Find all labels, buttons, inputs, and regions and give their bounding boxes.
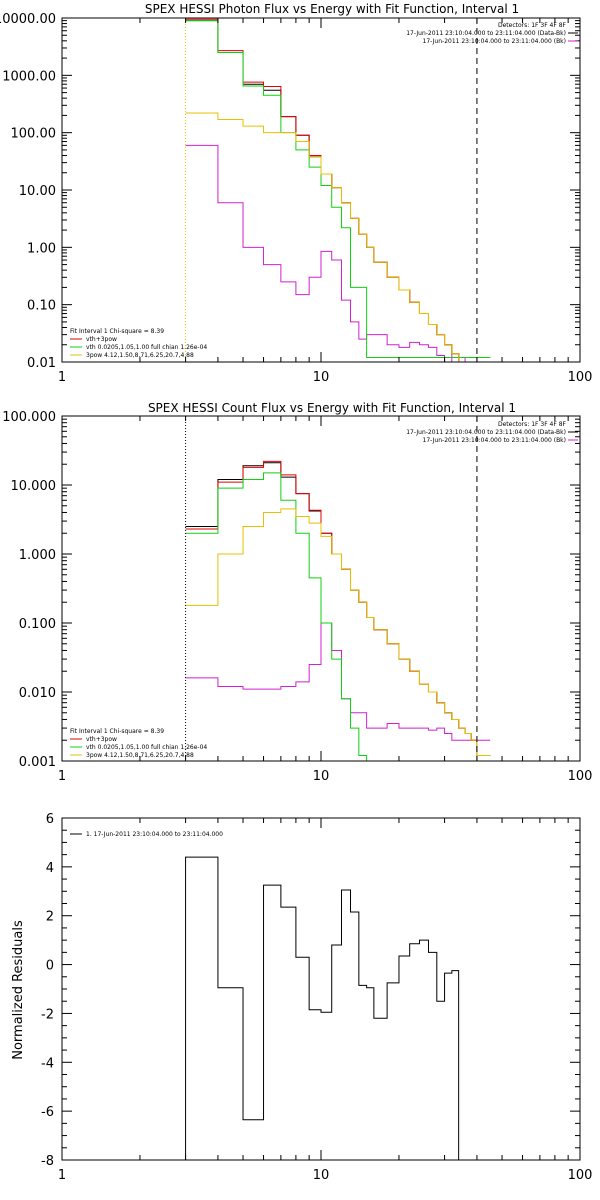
y-tick-label: 0	[46, 959, 54, 974]
count-flux-chart: SPEX HESSI Count Flux vs Energy with Fit…	[2, 401, 592, 784]
legend-bk: 17-Jun-2011 23:10:04.000 to 23:11:04.000…	[423, 437, 566, 444]
y-axis-label: Normalized Residuals	[11, 920, 26, 1060]
legend-vth-3pow: vth+3pow	[86, 736, 117, 743]
legend-vth-3pow: vth+3pow	[86, 336, 117, 343]
x-tick-label: 10	[313, 1168, 330, 1183]
plot-frame	[61, 817, 581, 1161]
series-layer	[185, 460, 491, 762]
y-tick-label: 0.010	[19, 686, 56, 701]
series-3pow	[185, 508, 491, 757]
series-vth	[185, 20, 491, 358]
y-tick-label: 0.10	[27, 299, 56, 314]
legend-data-bk: 17-Jun-2011 23:10:04.000 to 23:11:04.000…	[406, 429, 566, 436]
series-layer	[185, 856, 460, 1160]
legend-bottom: Fit Interval 1 Chi-square = 8.39 vth+3po…	[70, 328, 207, 359]
x-tick-label: 10	[313, 370, 330, 385]
y-tick-label: 0.01	[27, 356, 56, 371]
legend-bottom: Fit Interval 1 Chi-square = 8.39 vth+3po…	[70, 728, 207, 759]
y-tick-label: -6	[41, 1105, 54, 1120]
y-tick-label: 2	[46, 910, 54, 925]
ticks-layer: 1 10 100 0.001 0.010 0.100 1.000 10.000 100.000	[2, 410, 592, 784]
legend-vth: vth 0.0205,1.05,1.00 full chian 1.26e-04	[86, 744, 207, 751]
y-tick-label: -4	[41, 1056, 54, 1071]
series-layer	[185, 18, 491, 363]
legend-entry: 1. 17-Jun-2011 23:10:04.000 to 23:11:04.…	[86, 831, 223, 838]
legend-3pow: 3pow 4.12,1.50,8.71,6.25,20.7,4.88	[86, 352, 194, 359]
legend-top: Detectors: 1F 3F 4F 8F 17-Jun-2011 23:10…	[406, 421, 578, 444]
series-data-bk	[185, 20, 491, 363]
y-tick-label: 0.100	[19, 617, 56, 632]
ticks-layer: 1 10 100 0.01 0.10 1.00 10.00 100.00 1000.00 1000…	[0, 12, 592, 385]
chart-title: SPEX HESSI Photon Flux vs Energy with Fi…	[145, 2, 519, 16]
plot-frame	[61, 17, 581, 363]
legend-detectors: Detectors: 1F 3F 4F 8F	[498, 22, 567, 29]
legend-3pow: 3pow 4.12,1.50,8.71,6.25,20.7,4.88	[86, 752, 194, 759]
legend-bk: 17-Jun-2011 23:10:04.000 to 23:11:04.000…	[423, 38, 566, 45]
y-tick-label: 1000.00	[2, 69, 56, 84]
series-bk	[185, 622, 491, 741]
y-tick-label: 1.00	[27, 241, 56, 256]
y-tick-label: 10.00	[19, 184, 56, 199]
series-vth-3pow	[185, 18, 491, 363]
y-tick-label: -2	[41, 1007, 54, 1022]
x-tick-label: 1	[58, 1168, 66, 1183]
vline-layer	[185, 18, 478, 362]
series-vth	[185, 472, 491, 762]
legend-fit-interval: Fit Interval 1 Chi-square = 8.39	[70, 728, 164, 735]
y-tick-label: 0.001	[19, 755, 56, 770]
y-tick-label: 6	[46, 812, 54, 827]
y-tick-label: 10000.00	[0, 12, 56, 27]
legend: 1. 17-Jun-2011 23:10:04.000 to 23:11:04.…	[70, 831, 223, 838]
legend-top: Detectors: 1F 3F 4F 8F 17-Jun-2011 23:10…	[406, 22, 578, 45]
ticks-layer: 1 10 100 -8 -6 -4 -2 0 2 4 6	[41, 812, 592, 1183]
x-tick-label: 10	[313, 769, 330, 784]
legend-data-bk: 17-Jun-2011 23:10:04.000 to 23:11:04.000…	[406, 30, 566, 37]
y-tick-label: 4	[46, 861, 54, 876]
y-tick-label: 100.000	[2, 410, 56, 425]
x-tick-label: 100	[568, 370, 593, 385]
legend-fit-interval: Fit Interval 1 Chi-square = 8.39	[70, 328, 164, 335]
x-tick-label: 100	[568, 769, 593, 784]
y-tick-label: 1.000	[19, 548, 56, 563]
y-tick-label: 100.00	[11, 127, 57, 142]
legend-detectors: Detectors: 1F 3F 4F 8F	[498, 421, 567, 428]
chart-title: SPEX HESSI Count Flux vs Energy with Fit…	[148, 401, 516, 415]
photon-flux-chart: SPEX HESSI Photon Flux vs Energy with Fi…	[0, 2, 592, 385]
x-tick-label: 1	[58, 769, 66, 784]
x-tick-label: 1	[58, 370, 66, 385]
series-bk	[185, 144, 491, 363]
x-tick-label: 100	[568, 1168, 593, 1183]
legend-vth: vth 0.0205,1.05,1.00 full chian 1.26e-04	[86, 344, 207, 351]
y-tick-label: 10.000	[11, 479, 57, 494]
series-3pow	[185, 112, 491, 363]
y-tick-label: -8	[41, 1154, 54, 1169]
series-1-17-jun-2011-23-10-04-000-to-23-11-04-000	[185, 856, 460, 1160]
vline-layer	[185, 416, 478, 761]
